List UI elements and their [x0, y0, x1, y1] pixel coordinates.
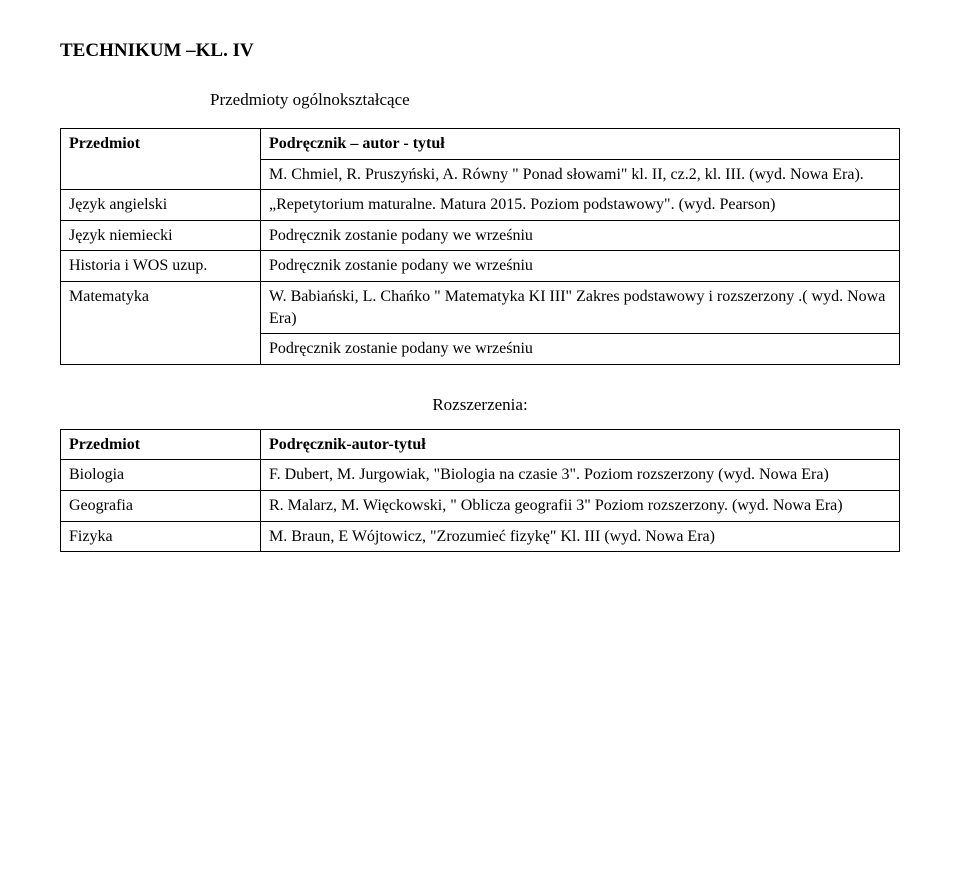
subject-cell: Biologia: [61, 460, 261, 491]
textbook-cell: Podręcznik-autor-tytuł: [261, 429, 900, 460]
subject-cell: Geografia: [61, 490, 261, 521]
textbook-cell: Podręcznik – autor - tytuł: [261, 129, 900, 160]
textbook-cell: W. Babiański, L. Chańko " Matematyka KI …: [261, 281, 900, 333]
textbook-cell: R. Malarz, M. Więckowski, " Oblicza geog…: [261, 490, 900, 521]
subject-cell: Język niemiecki: [61, 220, 261, 251]
table-row: GeografiaR. Malarz, M. Więckowski, " Obl…: [61, 490, 900, 521]
table-row: MatematykaW. Babiański, L. Chańko " Mate…: [61, 281, 900, 333]
extensions-table: PrzedmiotPodręcznik-autor-tytułBiologiaF…: [60, 429, 900, 552]
section-heading-extensions: Rozszerzenia:: [60, 395, 900, 415]
subject-cell: Przedmiot: [61, 429, 261, 460]
textbook-cell: Podręcznik zostanie podany we wrześniu: [261, 251, 900, 282]
subjects-table: PrzedmiotPodręcznik – autor - tytułM. Ch…: [60, 128, 900, 365]
subject-cell: Język angielski: [61, 190, 261, 221]
table-row: BiologiaF. Dubert, M. Jurgowiak, "Biolog…: [61, 460, 900, 491]
subject-cell: Przedmiot: [61, 129, 261, 190]
textbook-cell: Podręcznik zostanie podany we wrześniu: [261, 334, 900, 365]
table-row: Język angielski„Repetytorium maturalne. …: [61, 190, 900, 221]
subject-cell: Matematyka: [61, 281, 261, 364]
textbook-cell: F. Dubert, M. Jurgowiak, "Biologia na cz…: [261, 460, 900, 491]
textbook-cell: Podręcznik zostanie podany we wrześniu: [261, 220, 900, 251]
table-row: PrzedmiotPodręcznik – autor - tytuł: [61, 129, 900, 160]
section-heading-general: Przedmioty ogólnokształcące: [210, 90, 900, 110]
textbook-cell: M. Chmiel, R. Pruszyński, A. Równy " Pon…: [261, 159, 900, 190]
table-row: PrzedmiotPodręcznik-autor-tytuł: [61, 429, 900, 460]
textbook-cell: „Repetytorium maturalne. Matura 2015. Po…: [261, 190, 900, 221]
table-row: Język niemieckiPodręcznik zostanie podan…: [61, 220, 900, 251]
page-title: TECHNIKUM –KL. IV: [60, 40, 900, 62]
table-row: Historia i WOS uzup.Podręcznik zostanie …: [61, 251, 900, 282]
textbook-cell: M. Braun, E Wójtowicz, "Zrozumieć fizykę…: [261, 521, 900, 552]
subject-cell: Fizyka: [61, 521, 261, 552]
subject-cell: Historia i WOS uzup.: [61, 251, 261, 282]
table-row: FizykaM. Braun, E Wójtowicz, "Zrozumieć …: [61, 521, 900, 552]
